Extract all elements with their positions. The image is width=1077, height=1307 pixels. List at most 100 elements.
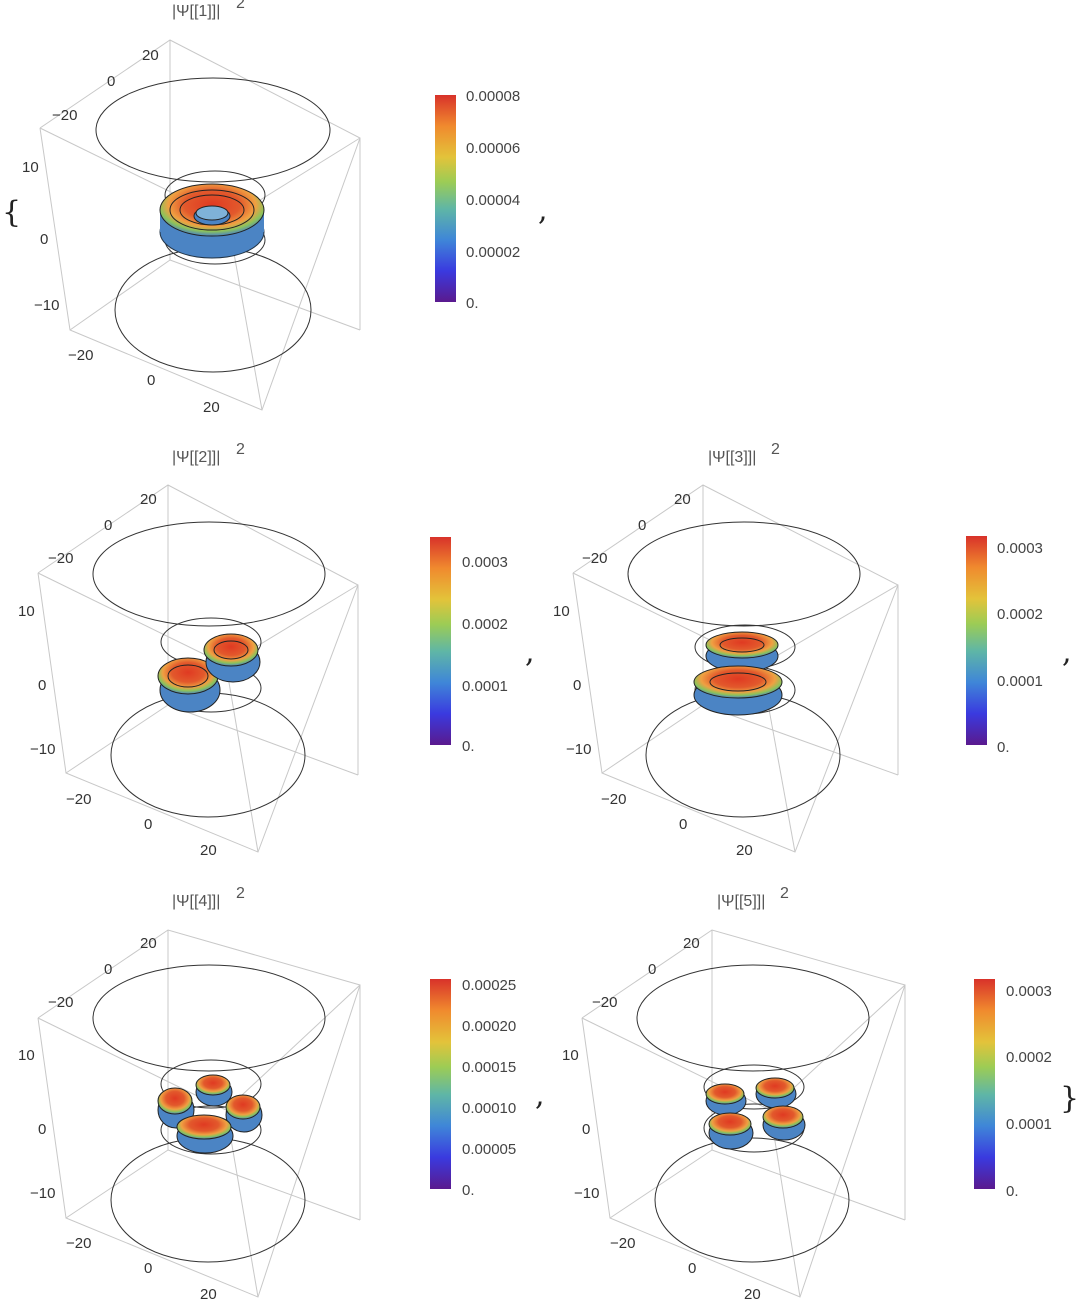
colorbar-tick: 0.0001 [1006,1116,1052,1133]
tick-z-neg10: −10 [30,741,55,758]
mid-circle-top [703,1064,805,1110]
plot-title: |Ψ[[4]]| [172,893,220,910]
top-circle [95,77,331,183]
colorbar-tick: 0.0003 [1006,983,1052,1000]
tick-bot-neg20: −20 [66,1235,91,1252]
colorbar-tick: 0.0002 [997,606,1043,623]
plot-5: |Ψ[[5]]| 2 20 0 −20 10 0 [562,885,1052,1303]
colorbar-tick: 0.0003 [462,554,508,571]
bounding-box [572,484,899,853]
plot-title-exponent: 2 [236,0,245,12]
tick-z-neg10: −10 [566,741,591,758]
lobe-surface [157,1074,263,1154]
tick-bot-20: 20 [200,1286,217,1303]
colorbar-tick: 0.0001 [462,678,508,695]
comma-separator: , [525,635,535,670]
colorbar-tick: 0.00005 [462,1141,516,1158]
tick-bot-20: 20 [200,842,217,859]
tick-top-neg20: −20 [582,550,607,567]
close-brace: } [1060,1081,1077,1116]
tick-bot-20: 20 [744,1286,761,1303]
colorbar-tick: 0.00020 [462,1018,516,1035]
bounding-box [39,39,361,411]
colorbar-tick: 0.0003 [997,540,1043,557]
tick-top-neg20: −20 [592,994,617,1011]
colorbar-tick: 0. [1006,1183,1019,1200]
plot-title: |Ψ[[3]]| [708,449,756,466]
top-circle [636,964,870,1072]
colorbar-tick: 0.00006 [466,140,520,157]
colorbar: 0.0003 0.0002 0.0001 0. [430,537,508,755]
tick-z-10: 10 [18,603,35,620]
plot-2: |Ψ[[2]]| 2 20 0 −20 10 0 −10 − [18,441,535,859]
tick-bot-neg20: −20 [610,1235,635,1252]
colorbar-tick: 0.00002 [466,244,520,261]
plot-title-exponent: 2 [236,441,245,458]
colorbar-tick: 0. [462,738,475,755]
bounding-box [37,484,359,853]
colorbar-tick: 0.0002 [1006,1049,1052,1066]
plot-title: |Ψ[[1]]| [172,3,220,20]
colorbar-tick: 0.00025 [462,977,516,994]
tick-bot-0: 0 [147,372,155,389]
open-brace: { [2,195,21,230]
top-circle [92,964,326,1072]
lobe-surface [693,631,783,716]
tick-z-0: 0 [38,677,46,694]
colorbar-tick: 0.0002 [462,616,508,633]
bottom-circle [114,247,312,373]
colorbar-tick: 0.0001 [997,673,1043,690]
tick-z-10: 10 [18,1047,35,1064]
plot-title: |Ψ[[5]]| [717,893,765,910]
tick-top-neg20: −20 [48,550,73,567]
lobe-surface [705,1077,806,1150]
plot-title-exponent: 2 [771,441,780,458]
tick-z-neg10: −10 [30,1185,55,1202]
comma-separator: , [1062,635,1072,670]
tick-top-0: 0 [104,517,112,534]
tick-bot-neg20: −20 [68,347,93,364]
tick-bot-0: 0 [679,816,687,833]
colorbar-tick: 0.00004 [466,192,520,209]
colorbar-tick: 0. [997,739,1010,756]
top-circle [92,521,326,627]
colorbar-tick: 0.00010 [462,1100,516,1117]
comma-separator: , [538,193,548,228]
tick-bot-0: 0 [144,1260,152,1277]
plot-title-exponent: 2 [236,885,245,902]
tick-top-0: 0 [638,517,646,534]
bottom-circle [654,1137,850,1263]
colorbar-tick: 0.00008 [466,88,520,105]
tick-top-neg20: −20 [48,994,73,1011]
tick-top-20: 20 [674,491,691,508]
tick-bot-neg20: −20 [66,791,91,808]
tick-bot-20: 20 [203,399,220,416]
plot-4: |Ψ[[4]]| 2 20 0 −20 10 0 [18,885,545,1303]
tick-z-0: 0 [582,1121,590,1138]
tick-top-20: 20 [683,935,700,952]
top-circle [627,521,861,627]
plot-title-exponent: 2 [780,885,789,902]
colorbar-tick: 0. [462,1182,475,1199]
tick-top-0: 0 [107,73,115,90]
tick-top-20: 20 [140,935,157,952]
tick-z-10: 10 [22,159,39,176]
tick-bot-0: 0 [688,1260,696,1277]
tick-top-0: 0 [104,961,112,978]
tick-bot-20: 20 [736,842,753,859]
tick-z-neg10: −10 [34,297,59,314]
tick-z-10: 10 [562,1047,579,1064]
tick-z-neg10: −10 [574,1185,599,1202]
tick-z-0: 0 [40,231,48,248]
tick-top-0: 0 [648,961,656,978]
comma-separator: , [535,1078,545,1113]
lobe-surface [157,633,261,713]
torus-surface [159,183,265,259]
colorbar-tick: 0.00015 [462,1059,516,1076]
colorbar: 0.00025 0.00020 0.00015 0.00010 0.00005 … [430,977,516,1199]
colorbar: 0.00008 0.00006 0.00004 0.00002 0. [435,88,520,312]
tick-top-20: 20 [140,491,157,508]
tick-z-0: 0 [38,1121,46,1138]
mid-circle-top [160,1059,262,1109]
